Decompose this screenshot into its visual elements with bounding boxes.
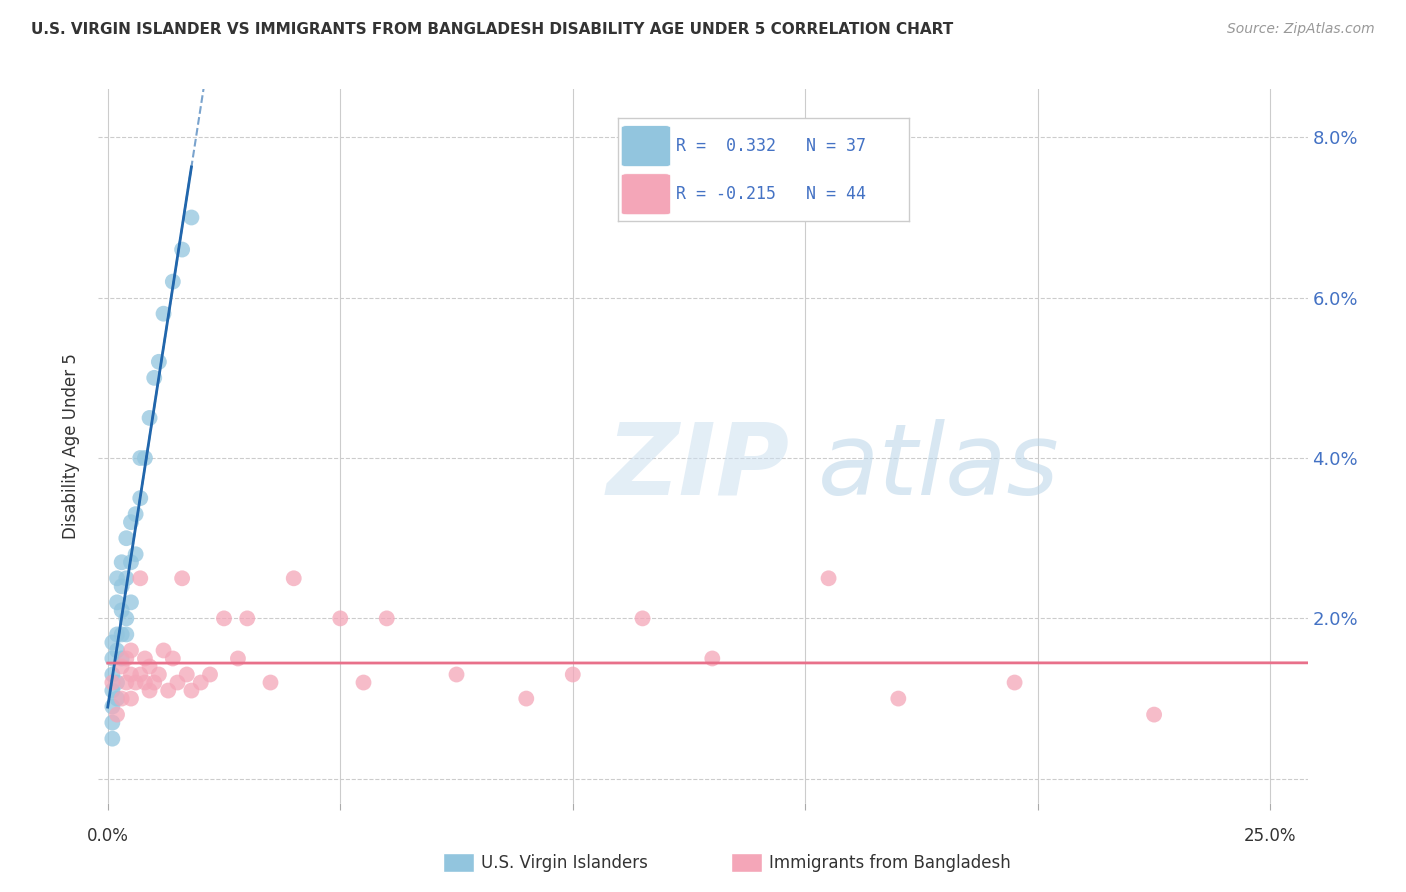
- Text: 0.0%: 0.0%: [87, 827, 129, 845]
- Point: [148, 667, 170, 681]
- Point: [101, 675, 124, 690]
- Point: [180, 211, 202, 225]
- Point: [143, 371, 166, 385]
- Point: [1004, 675, 1026, 690]
- Point: [115, 675, 138, 690]
- Point: [111, 659, 134, 673]
- Point: [101, 667, 124, 681]
- Text: Source: ZipAtlas.com: Source: ZipAtlas.com: [1227, 22, 1375, 37]
- Y-axis label: Disability Age Under 5: Disability Age Under 5: [62, 353, 80, 539]
- Point: [111, 627, 134, 641]
- Point: [124, 675, 146, 690]
- Point: [120, 691, 142, 706]
- Point: [172, 571, 194, 585]
- Text: Immigrants from Bangladesh: Immigrants from Bangladesh: [769, 854, 1011, 871]
- Point: [120, 643, 142, 657]
- Point: [129, 571, 152, 585]
- Point: [111, 651, 134, 665]
- Point: [111, 579, 134, 593]
- Point: [101, 731, 124, 746]
- Point: [105, 675, 128, 690]
- Point: [226, 651, 249, 665]
- Point: [176, 667, 198, 681]
- Point: [152, 307, 174, 321]
- Point: [105, 627, 128, 641]
- Point: [105, 595, 128, 609]
- Point: [561, 667, 583, 681]
- Point: [120, 595, 142, 609]
- Point: [1143, 707, 1166, 722]
- Point: [105, 571, 128, 585]
- Point: [283, 571, 305, 585]
- Point: [105, 707, 128, 722]
- Point: [198, 667, 221, 681]
- Point: [124, 507, 146, 521]
- Point: [817, 571, 839, 585]
- Point: [162, 275, 184, 289]
- Point: [138, 683, 160, 698]
- Text: atlas: atlas: [818, 419, 1060, 516]
- Point: [329, 611, 352, 625]
- Point: [101, 683, 124, 698]
- Point: [115, 627, 138, 641]
- Point: [105, 691, 128, 706]
- Point: [887, 691, 910, 706]
- Point: [129, 450, 152, 465]
- Point: [101, 651, 124, 665]
- Text: U.S. VIRGIN ISLANDER VS IMMIGRANTS FROM BANGLADESH DISABILITY AGE UNDER 5 CORREL: U.S. VIRGIN ISLANDER VS IMMIGRANTS FROM …: [31, 22, 953, 37]
- Point: [134, 450, 156, 465]
- Point: [120, 515, 142, 529]
- Point: [101, 715, 124, 730]
- Point: [702, 651, 724, 665]
- Point: [129, 667, 152, 681]
- Point: [111, 555, 134, 569]
- Point: [375, 611, 398, 625]
- Point: [101, 699, 124, 714]
- Point: [166, 675, 188, 690]
- Point: [162, 651, 184, 665]
- Point: [152, 643, 174, 657]
- Point: [115, 531, 138, 545]
- Point: [115, 651, 138, 665]
- Point: [157, 683, 180, 698]
- Point: [353, 675, 375, 690]
- FancyBboxPatch shape: [621, 126, 671, 167]
- Point: [212, 611, 235, 625]
- Point: [138, 659, 160, 673]
- Text: U.S. Virgin Islanders: U.S. Virgin Islanders: [481, 854, 648, 871]
- Point: [190, 675, 212, 690]
- Text: R = -0.215   N = 44: R = -0.215 N = 44: [676, 186, 866, 203]
- Text: R =  0.332   N = 37: R = 0.332 N = 37: [676, 137, 866, 155]
- Point: [134, 651, 156, 665]
- Text: ZIP: ZIP: [606, 419, 789, 516]
- Point: [115, 611, 138, 625]
- Point: [259, 675, 281, 690]
- Point: [134, 675, 156, 690]
- Point: [111, 603, 134, 617]
- Point: [143, 675, 166, 690]
- Point: [124, 547, 146, 561]
- Point: [236, 611, 259, 625]
- Point: [148, 355, 170, 369]
- Point: [129, 491, 152, 505]
- Point: [172, 243, 194, 257]
- Point: [115, 571, 138, 585]
- Point: [120, 667, 142, 681]
- Point: [120, 555, 142, 569]
- Point: [631, 611, 654, 625]
- Text: 25.0%: 25.0%: [1244, 827, 1296, 845]
- FancyBboxPatch shape: [621, 174, 671, 215]
- Point: [138, 411, 160, 425]
- Point: [180, 683, 202, 698]
- Point: [446, 667, 468, 681]
- Point: [101, 635, 124, 649]
- Point: [105, 643, 128, 657]
- Point: [111, 691, 134, 706]
- Point: [515, 691, 537, 706]
